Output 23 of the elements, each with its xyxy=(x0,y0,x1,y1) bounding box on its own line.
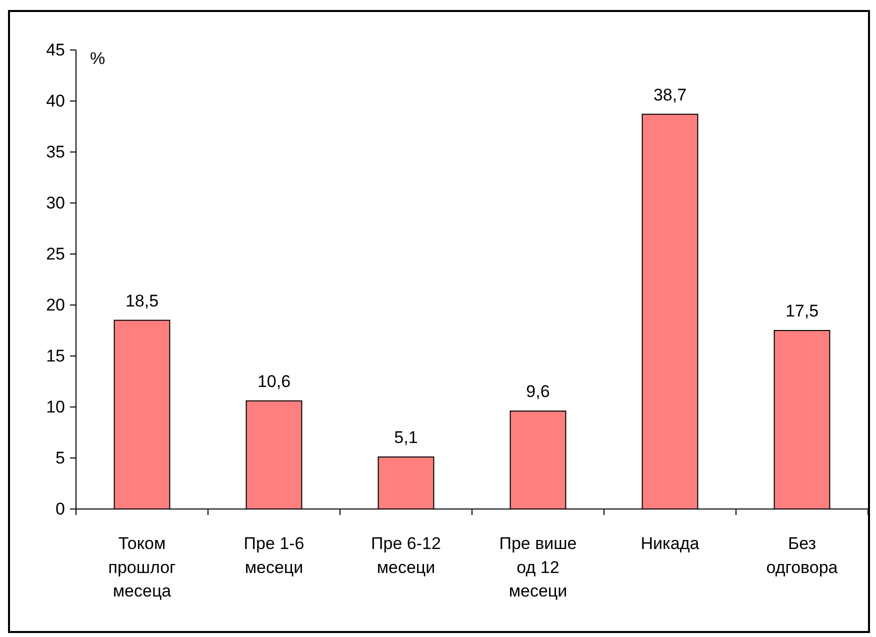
x-tick-label: Пре више од 12 месеци xyxy=(499,534,577,601)
x-tick-label: Никада xyxy=(640,534,700,553)
y-tick-label: 40 xyxy=(46,91,65,110)
y-tick-label: 45 xyxy=(46,40,65,60)
y-tick-label: 5 xyxy=(56,448,65,468)
x-tick-label: Пре 6-12 месеци xyxy=(371,534,441,577)
x-tick-label: Пре 1-6 месеци xyxy=(244,534,304,577)
y-tick-label: 20 xyxy=(46,295,65,314)
data-label: 10,6 xyxy=(257,372,291,391)
y-tick-label: 35 xyxy=(46,142,65,162)
data-label: 17,5 xyxy=(785,302,819,320)
data-label: 5,1 xyxy=(394,428,418,447)
x-tick-label: Без одговора xyxy=(766,534,838,577)
data-label: 38,7 xyxy=(653,85,687,104)
data-label: 9,6 xyxy=(526,382,550,402)
y-tick-label: 10 xyxy=(46,397,65,416)
y-tick-label: 15 xyxy=(46,346,65,366)
data-label: 18,5 xyxy=(125,291,159,310)
y-tick-label: 30 xyxy=(46,193,65,212)
y-axis-title: % xyxy=(90,49,106,68)
x-tick-label: Током прошлог месеца xyxy=(108,534,176,601)
y-tick-label: 25 xyxy=(46,244,65,264)
y-tick-label: 0 xyxy=(56,499,65,518)
